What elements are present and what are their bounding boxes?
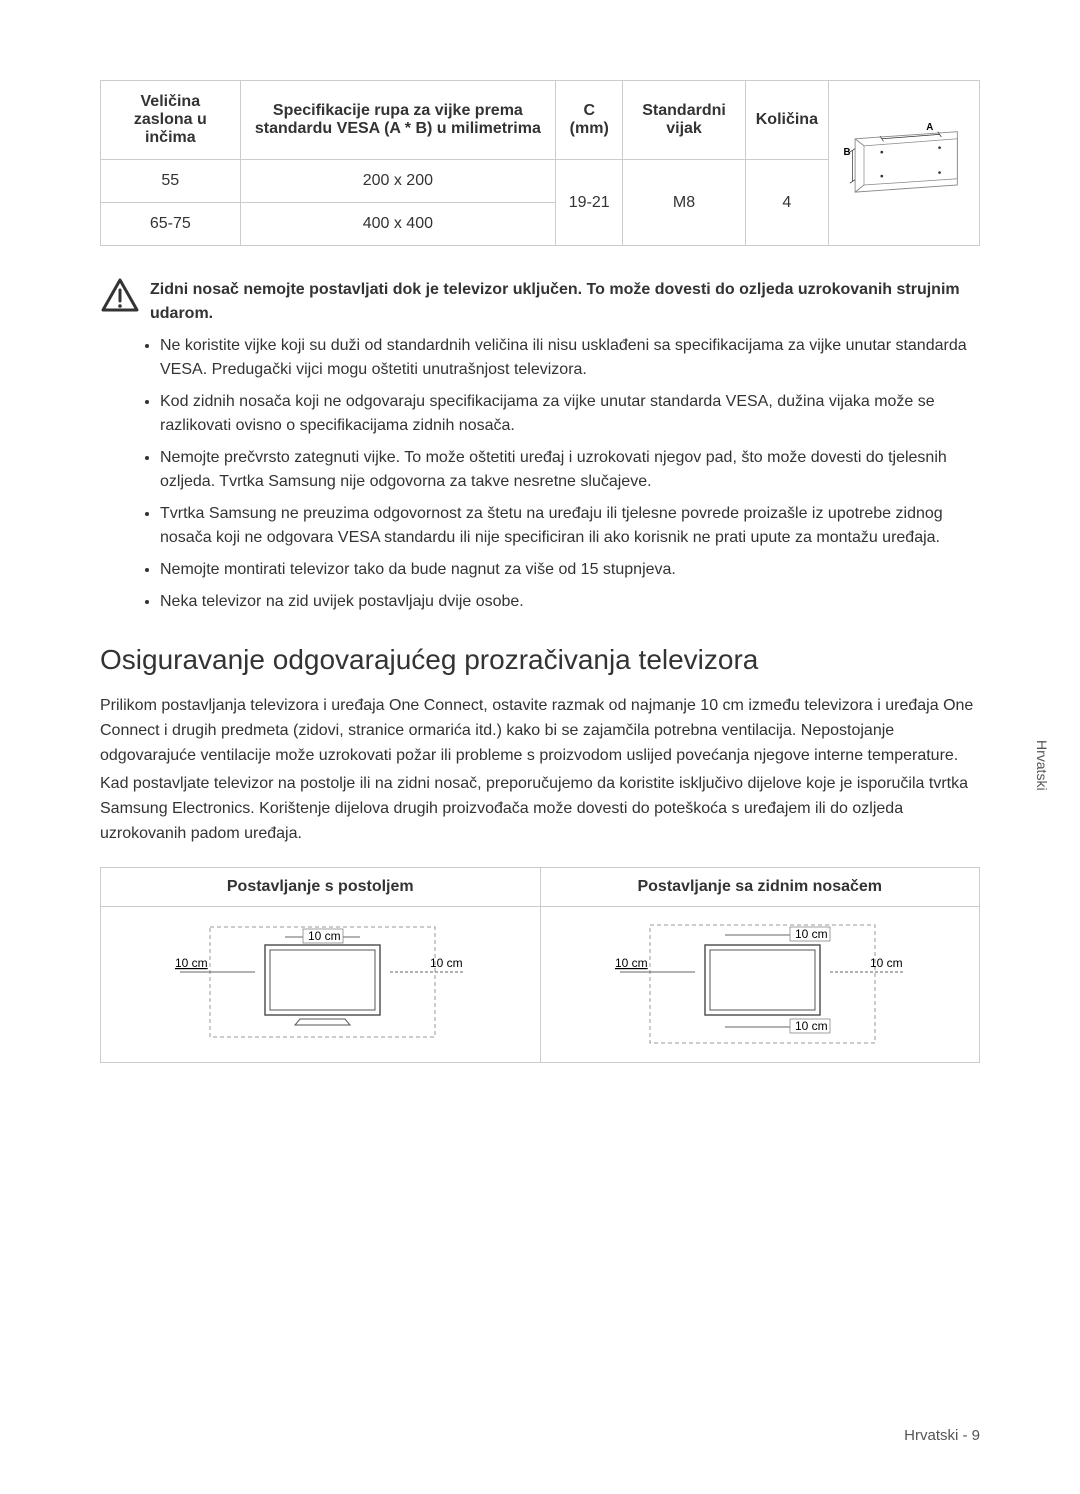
col-header-screw: Standardni vijak xyxy=(623,81,745,160)
col-header-c: C (mm) xyxy=(556,81,623,160)
bullet-item: Neka televizor na zid uvijek postavljaju… xyxy=(160,590,980,614)
vesa-diagram-icon: A B xyxy=(839,121,969,201)
cell-screw: M8 xyxy=(623,160,745,246)
svg-text:10 cm: 10 cm xyxy=(615,956,648,970)
col-header-size: Veličina zaslona u inčima xyxy=(101,81,241,160)
paragraph-2: Kad postavljate televizor na postolje il… xyxy=(100,772,980,846)
col-header-vesa: Specifikacije rupa za vijke prema standa… xyxy=(240,81,556,160)
svg-text:10 cm: 10 cm xyxy=(308,929,341,943)
col-header-qty: Količina xyxy=(745,81,828,160)
side-language-label: Hrvatski xyxy=(1034,740,1050,791)
cell-vesa-0: 200 x 200 xyxy=(240,160,556,203)
wall-diagram-icon: 10 cm 10 cm 10 cm 10 cm xyxy=(595,917,925,1047)
bullet-item: Ne koristite vijke koji su duži od stand… xyxy=(160,334,980,382)
cell-c: 19-21 xyxy=(556,160,623,246)
stand-diagram-cell: 10 cm 10 cm 10 cm xyxy=(101,906,541,1062)
install-table: Postavljanje s postoljem Postavljanje sa… xyxy=(100,867,980,1063)
wall-diagram-cell: 10 cm 10 cm 10 cm 10 cm xyxy=(540,906,980,1062)
cell-vesa-1: 400 x 400 xyxy=(240,203,556,246)
stand-header: Postavljanje s postoljem xyxy=(101,867,541,906)
stand-diagram-icon: 10 cm 10 cm 10 cm xyxy=(155,917,485,1047)
bullet-item: Tvrtka Samsung ne preuzima odgovornost z… xyxy=(160,502,980,550)
section-heading: Osiguravanje odgovarajućeg prozračivanja… xyxy=(100,644,980,676)
bullet-item: Nemojte montirati televizor tako da bude… xyxy=(160,558,980,582)
warning-triangle-icon xyxy=(100,276,140,316)
wall-header: Postavljanje sa zidnim nosačem xyxy=(540,867,980,906)
svg-text:10 cm: 10 cm xyxy=(795,927,828,941)
paragraph-1: Prilikom postavljanja televizora i uređa… xyxy=(100,694,980,768)
bullet-item: Kod zidnih nosača koji ne odgovaraju spe… xyxy=(160,390,980,438)
label-a: A xyxy=(926,121,933,132)
vesa-diagram-cell: A B xyxy=(828,81,979,246)
bullet-list: Ne koristite vijke koji su duži od stand… xyxy=(160,334,980,614)
cell-size-1: 65-75 xyxy=(101,203,241,246)
warning-block: Zidni nosač nemojte postavljati dok je t… xyxy=(100,276,980,326)
cell-qty: 4 xyxy=(745,160,828,246)
svg-text:10 cm: 10 cm xyxy=(430,956,463,970)
warning-text: Zidni nosač nemojte postavljati dok je t… xyxy=(150,276,980,326)
svg-text:10 cm: 10 cm xyxy=(795,1019,828,1033)
svg-text:10 cm: 10 cm xyxy=(870,956,903,970)
svg-text:10 cm: 10 cm xyxy=(175,956,208,970)
page-footer: Hrvatski - 9 xyxy=(904,1427,980,1444)
label-b: B xyxy=(844,146,851,157)
spec-table: Veličina zaslona u inčima Specifikacije … xyxy=(100,80,980,246)
cell-size-0: 55 xyxy=(101,160,241,203)
bullet-item: Nemojte prečvrsto zategnuti vijke. To mo… xyxy=(160,446,980,494)
